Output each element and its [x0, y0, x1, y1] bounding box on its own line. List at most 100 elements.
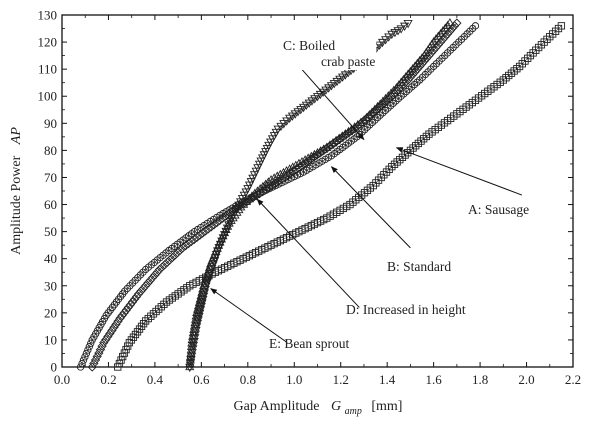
square-marker [160, 300, 168, 309]
square-marker [390, 160, 399, 168]
x-tick-label: 0.8 [240, 372, 256, 387]
triangle-down-marker [375, 41, 385, 50]
triangle-down-marker [196, 306, 206, 315]
triangle-down-marker [377, 38, 388, 48]
x-tick-label: 1.4 [379, 372, 396, 387]
diamond-marker [426, 48, 436, 58]
circle-marker [376, 111, 384, 119]
circle-marker [85, 343, 93, 351]
square-marker [382, 168, 391, 176]
triangle-down-marker [198, 296, 208, 305]
diamond-marker [264, 182, 274, 193]
tick-labels: 0.0 0.2 0.4 0.6 0.8 1.0 1.2 1.4 1.6 1.8 2.0 2.2 0 10 2… [38, 8, 582, 388]
square-marker [414, 139, 423, 148]
triangle-up-marker [261, 179, 271, 188]
triangle-down-marker [403, 19, 413, 29]
diamond-marker [175, 245, 185, 255]
diamond-marker [440, 32, 450, 42]
circle-marker [134, 273, 142, 282]
diamond-marker [138, 283, 148, 294]
circle-marker [81, 353, 89, 361]
triangle-up-marker [403, 69, 413, 78]
square-marker [557, 22, 566, 30]
circle-marker [387, 102, 395, 110]
diamond-marker [435, 37, 446, 47]
ann-d [256, 198, 360, 308]
diamond-marker [442, 29, 453, 39]
triangle-up-marker [383, 91, 393, 100]
diamond-marker [123, 302, 133, 313]
triangle-up-marker [396, 77, 406, 86]
square-marker [388, 162, 396, 171]
circle-marker [402, 87, 411, 96]
diamond-marker [212, 217, 222, 228]
diamond-marker [87, 362, 97, 372]
triangle-up-marker [386, 88, 396, 97]
ann-b [330, 166, 411, 249]
diamond-marker [109, 322, 119, 333]
y-tick-label: 120 [38, 35, 58, 50]
triangle-up-marker [250, 188, 260, 197]
square-marker [125, 338, 134, 347]
triangle-down-marker [279, 120, 289, 129]
triangle-up-marker [408, 64, 418, 73]
circle-marker [128, 279, 137, 287]
triangle-down-marker [203, 275, 213, 284]
triangle-up-marker [440, 23, 450, 32]
triangle-down-marker [273, 125, 283, 134]
diamond-marker [273, 176, 284, 187]
diamond-marker [131, 291, 142, 302]
triangle-up-marker [429, 36, 439, 46]
diamond-marker [113, 316, 123, 326]
diamond-marker [223, 209, 233, 219]
x-tick-label: 0.4 [147, 372, 164, 387]
diamond-marker [186, 236, 196, 247]
diamond-marker [119, 308, 129, 318]
circle-marker [87, 339, 95, 347]
triangle-up-marker [263, 177, 273, 186]
square-marker [417, 137, 425, 145]
triangle-up-marker [325, 140, 335, 149]
diamond-marker [115, 313, 125, 323]
y-tick-label: 80 [44, 143, 57, 158]
diamond-marker [125, 300, 136, 310]
x-tick-label: 2.0 [518, 372, 534, 387]
diamond-marker [103, 331, 113, 342]
diamond-marker [92, 351, 102, 362]
triangle-up-marker [258, 181, 268, 191]
series-e [185, 17, 455, 371]
diamond-marker [145, 275, 155, 285]
circle-marker [384, 104, 392, 112]
ann-a-label-line: A: Sausage [468, 202, 529, 217]
square-marker [510, 67, 518, 75]
y-tick-label: 40 [44, 251, 57, 266]
diamond-marker [270, 178, 281, 189]
diamond-marker [101, 334, 111, 345]
square-marker [507, 69, 516, 77]
triangle-down-marker [199, 289, 210, 298]
tick-marks [61, 14, 574, 368]
ann-a-label: A: Sausage [468, 202, 529, 217]
square-marker [524, 54, 532, 62]
square-marker [406, 146, 415, 155]
square-marker [155, 305, 163, 313]
triangle-down-marker [282, 117, 292, 126]
square-marker [133, 328, 142, 336]
diamond-marker [140, 281, 151, 291]
y-tick-label: 130 [38, 8, 58, 23]
triangle-up-marker [445, 17, 455, 27]
circle-marker [131, 276, 139, 285]
square-marker [515, 62, 524, 71]
diamond-marker [257, 187, 268, 197]
circle-marker [79, 356, 88, 364]
square-marker [147, 312, 155, 320]
square-marker [141, 317, 150, 325]
annotation-arrow [395, 147, 523, 196]
y-tick-label: 60 [44, 197, 57, 212]
ann-c-label: C: Boiled crab paste [283, 38, 375, 69]
y-tick-label: 10 [44, 332, 57, 347]
circle-marker [361, 125, 369, 134]
series-line [117, 25, 562, 368]
square-marker [526, 51, 535, 60]
